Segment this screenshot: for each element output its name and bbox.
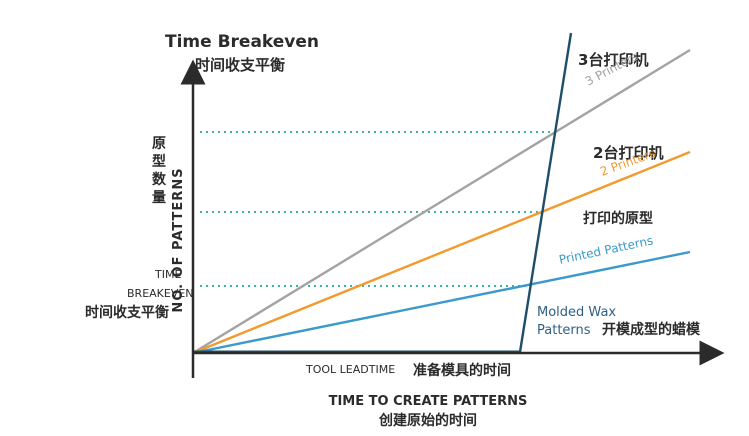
y-axis-label-cn-2: 型 <box>152 153 166 170</box>
tool-leadtime-label: TOOL LEADTIME <box>305 363 395 376</box>
x-axis-label: TIME TO CREATE PATTERNS <box>329 394 528 409</box>
label-printed-cn: 打印的原型 <box>583 210 653 227</box>
line-printed-patterns <box>192 250 691 355</box>
chart-title: Time Breakeven <box>165 32 319 52</box>
y-axis-label-cn-1: 原 <box>152 136 166 152</box>
line-molded-wax <box>518 32 573 353</box>
label-molded-cn: 开模成型的蜡模 <box>602 321 701 338</box>
breakeven-label-line2: BREAKEVEN <box>127 287 194 300</box>
y-axis-label-cn-4: 量 <box>152 190 166 206</box>
label-molded-line2: Patterns <box>537 323 591 338</box>
label-molded-line1: Molded Wax <box>537 305 616 320</box>
y-axis-label: NO. OF PATTERNS <box>171 167 186 312</box>
label-3-printers-cn: 3台打印机 <box>578 51 648 69</box>
breakeven-label-cn: 时间收支平衡 <box>85 304 169 321</box>
chart-title-cn: 时间收支平衡 <box>195 56 285 74</box>
breakeven-label-line1: TIME <box>154 268 181 281</box>
x-axis-label-cn: 创建原始的时间 <box>378 412 477 429</box>
line-3-printers <box>192 48 691 355</box>
line-2-printers <box>192 150 691 355</box>
y-axis-label-cn-3: 数 <box>152 171 167 188</box>
label-2-printers-cn: 2台打印机 <box>593 144 663 162</box>
tool-leadtime-label-cn: 准备模具的时间 <box>413 362 511 379</box>
